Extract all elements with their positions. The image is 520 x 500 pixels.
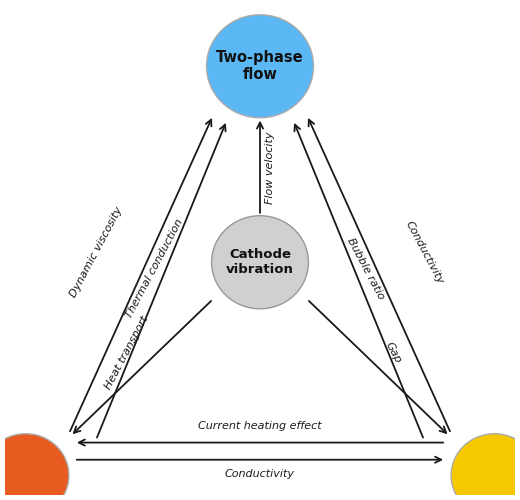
Circle shape: [212, 216, 308, 309]
Text: Thermal conduction: Thermal conduction: [124, 218, 185, 320]
Text: Gap: Gap: [384, 340, 403, 365]
Text: Bubble ratio: Bubble ratio: [346, 236, 386, 301]
Text: Dynamic viscosity: Dynamic viscosity: [68, 206, 124, 300]
Text: Heat transport: Heat transport: [103, 314, 150, 391]
Text: Current heating effect: Current heating effect: [198, 422, 322, 432]
Text: Flow velocity: Flow velocity: [265, 132, 275, 204]
Text: Conductivity: Conductivity: [225, 470, 295, 480]
Text: Cathode
vibration: Cathode vibration: [226, 248, 294, 276]
Text: Two-phase
flow: Two-phase flow: [216, 50, 304, 82]
Circle shape: [206, 15, 314, 118]
Circle shape: [0, 434, 69, 500]
Text: Conductivity: Conductivity: [403, 219, 445, 286]
Circle shape: [451, 434, 520, 500]
